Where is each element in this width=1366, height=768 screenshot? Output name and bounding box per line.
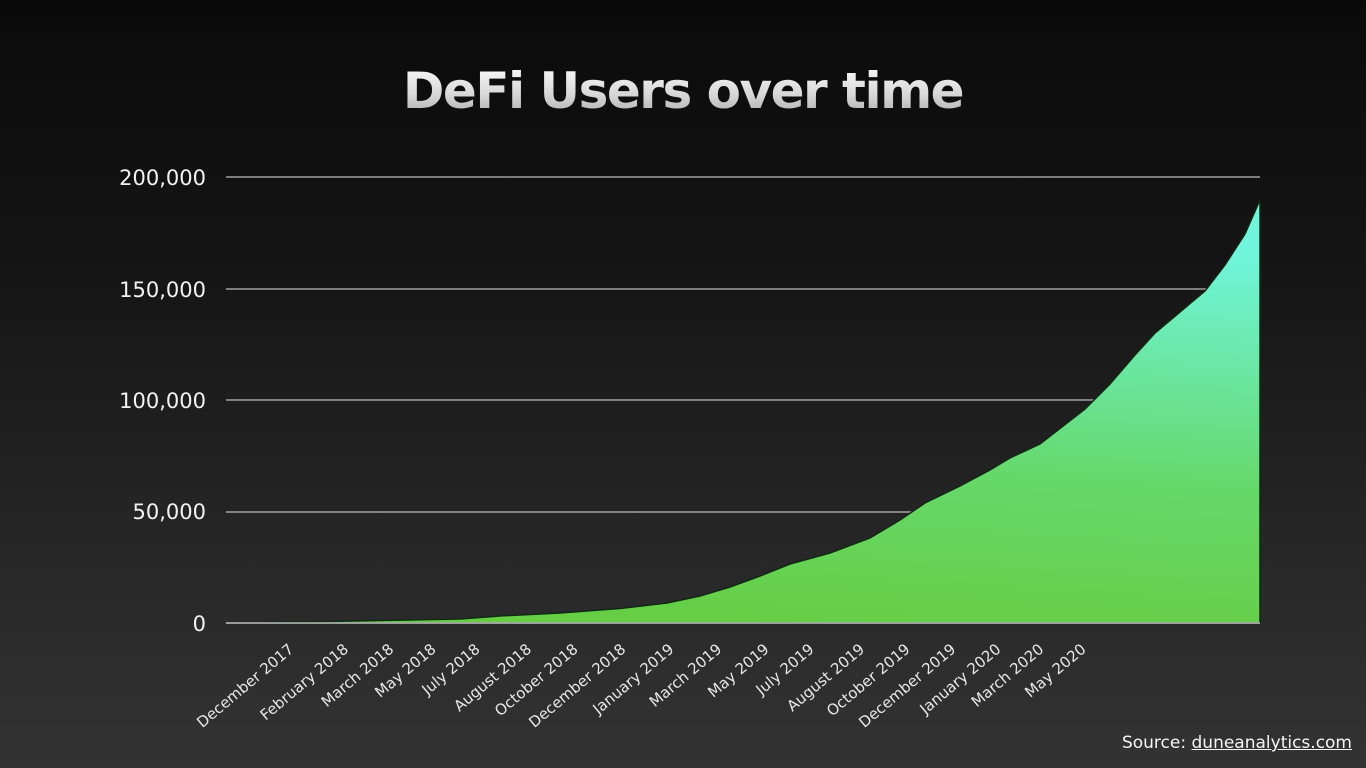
source-credit: Source: duneanalytics.com [1122,733,1352,753]
y-tick-label: 0 [192,612,206,636]
source-link[interactable]: duneanalytics.com [1191,733,1353,753]
chart-title: DeFi Users over time [0,62,1366,120]
y-tick-label: 200,000 [119,166,206,190]
y-tick-label: 150,000 [119,278,206,302]
source-label: Source: [1121,733,1192,753]
y-tick-label: 100,000 [119,389,206,413]
users-area [227,199,1261,624]
y-tick-label: 50,000 [132,500,206,524]
